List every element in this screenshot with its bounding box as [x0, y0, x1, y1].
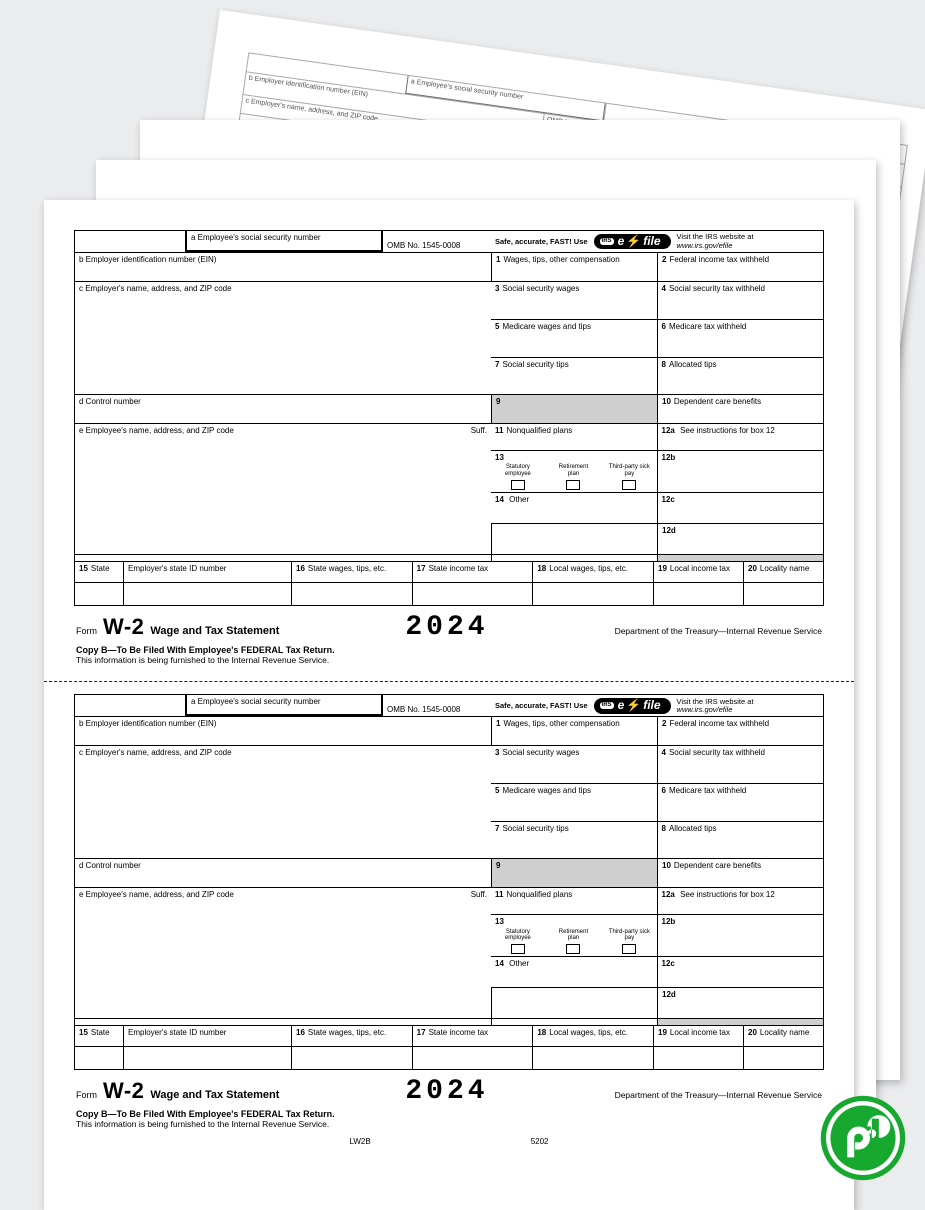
efile-logo-icon: IRSe⚡file	[594, 234, 671, 250]
box-12a: 12a See instructions for box 12	[657, 424, 824, 450]
box-19: 19Local income tax	[653, 562, 743, 582]
box-17: 17State income tax	[412, 562, 533, 582]
form-title: Wage and Tax Statement	[150, 625, 279, 637]
efile-logo-icon: IRSe⚡file	[594, 698, 671, 714]
dept-line: Department of the Treasury—Internal Reve…	[615, 626, 822, 636]
box-10: 10Dependent care benefits	[657, 395, 823, 423]
visit-url: www.irs.gov/efile	[677, 241, 733, 250]
box-4: 4Social security tax withheld	[657, 282, 824, 319]
perforation-line	[44, 681, 854, 682]
box-15-id: Employer's state ID number	[123, 562, 291, 582]
tax-year: 2024	[405, 612, 488, 643]
box-1: 1Wages, tips, other compensation	[491, 253, 657, 281]
w2-form-top: a Employee's social security number OMB …	[74, 230, 824, 669]
quickbooks-badge-icon	[819, 1094, 907, 1182]
product-image-stage: a Employee's social security number b Em…	[0, 0, 925, 1200]
box-7: 7Social security tips	[491, 358, 657, 395]
omb-number: OMB No. 1545-0008	[383, 231, 491, 252]
box-a-ssn: a Employee's social security number	[185, 231, 383, 252]
suffix-label: Suff.	[471, 426, 487, 435]
form-code: W-2	[103, 614, 144, 640]
box-11: 11Nonqualified plans	[491, 424, 657, 450]
w2-form-bottom: a Employee's social security number OMB …	[74, 694, 824, 1146]
box-18: 18Local wages, tips, etc.	[532, 562, 653, 582]
box-b-ein: b Employer identification number (EIN)	[75, 253, 491, 281]
form-footer: Form W-2 Wage and Tax Statement 2024 Dep…	[74, 606, 824, 645]
form-codes: LW2B 5202	[74, 1133, 824, 1146]
box-5: 5Medicare wages and tips	[491, 320, 657, 357]
box-12c: 12c	[657, 493, 824, 523]
box-3: 3Social security wages	[491, 282, 657, 319]
box-15-state: 15State	[75, 562, 123, 582]
box-8: 8Allocated tips	[657, 358, 824, 395]
box-13: 13 Statutory employee Retirement plan Th…	[491, 451, 657, 492]
box-16: 16State wages, tips, etc.	[291, 562, 412, 582]
box-2: 2Federal income tax withheld	[657, 253, 823, 281]
box-20: 20Locality name	[743, 562, 823, 582]
box-d-control: d Control number	[75, 395, 491, 423]
front-sheet: a Employee's social security number OMB …	[44, 200, 854, 1210]
box-6: 6Medicare tax withheld	[657, 320, 824, 357]
box-9: 9	[491, 395, 657, 423]
box-12d: 12d	[657, 524, 823, 554]
furnish-line: This information is being furnished to t…	[74, 655, 824, 669]
box-e-employee: e Employee's name, address, and ZIP code…	[75, 424, 491, 554]
box-c-employer: c Employer's name, address, and ZIP code	[75, 282, 491, 394]
box-12b: 12b	[657, 451, 824, 492]
box-14: 14 Other	[491, 493, 657, 523]
safe-accurate: Safe, accurate, FAST! Use	[495, 238, 588, 246]
copy-b-line: Copy B—To Be Filed With Employee's FEDER…	[74, 645, 824, 655]
